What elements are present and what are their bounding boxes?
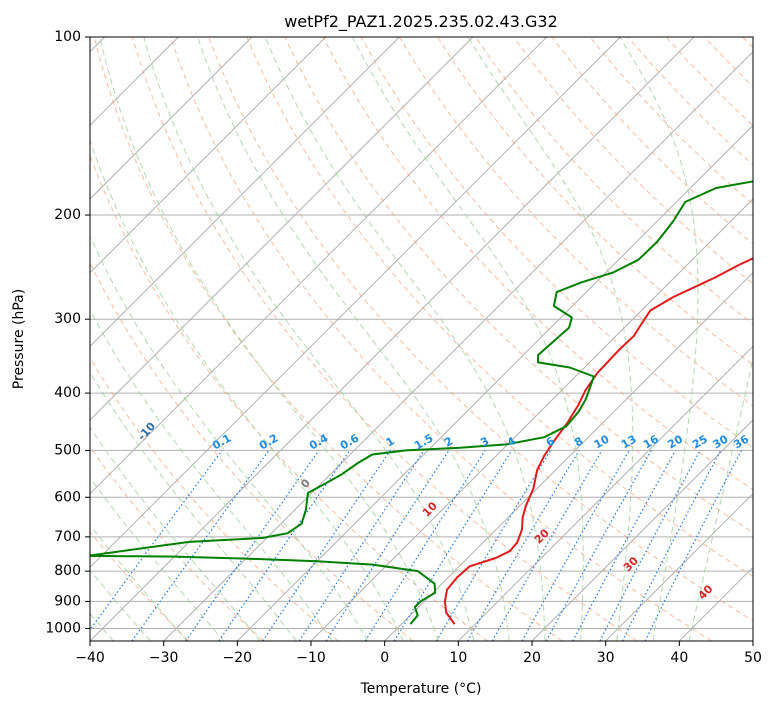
- dry-adiabat-line: [131, 37, 638, 641]
- y-axis-label: Pressure (hPa): [11, 289, 27, 389]
- x-tick-label: −20: [223, 650, 253, 666]
- isotherm-line: [236, 124, 753, 641]
- moist-adiabat-line: [688, 355, 753, 641]
- isotherm-line: [384, 271, 753, 641]
- chart-title: wetPf2_PAZ1.2025.235.02.43.G32: [284, 12, 558, 32]
- dry-adiabat-line: [90, 445, 264, 641]
- x-axis-label: Temperature (°C): [360, 681, 482, 697]
- moist-adiabat-line: [90, 234, 369, 641]
- x-tick-label: −10: [296, 650, 326, 666]
- dry-adiabat-line: [93, 37, 563, 641]
- isotherm-line: [90, 37, 400, 348]
- isotherm-line: [163, 50, 753, 641]
- profile-line: [90, 180, 753, 625]
- moist-adiabat-line: [90, 309, 333, 641]
- dry-adiabat-line: [170, 37, 712, 641]
- x-tick-label: 0: [380, 650, 389, 666]
- y-tick-label: 500: [54, 442, 81, 458]
- y-tick-label: 700: [54, 529, 81, 545]
- moist-adiabat-line: [197, 37, 510, 641]
- dry-adiabat-line: [360, 37, 753, 449]
- x-axis: −40 −30 −20 −10 0 10 20 30 40 50: [75, 641, 762, 666]
- y-tick-label: 800: [54, 563, 81, 579]
- x-tick-label: 50: [744, 650, 762, 666]
- series-layer: [90, 180, 753, 625]
- mixing-ratio-line: [218, 450, 351, 641]
- isotherm-line: [90, 37, 327, 274]
- isotherm-line: [90, 37, 695, 641]
- mixing-ratio-line: [572, 450, 677, 641]
- moist-adiabat-line: [264, 37, 546, 641]
- isotherm-line: [90, 37, 548, 495]
- mixing-ratio-line: [185, 450, 320, 641]
- dry-adiabat-line: [90, 154, 488, 641]
- moist-adiabat-line: [352, 37, 584, 641]
- dry-adiabat-line: [208, 37, 753, 622]
- y-tick-label: 900: [54, 593, 81, 609]
- dry-adiabat-line: [90, 261, 414, 641]
- y-axis: 100 200 300 400 500 600 700 800 900 1000: [45, 29, 90, 636]
- moist-adiabat-line: [90, 523, 188, 641]
- moist-adiabat-line: [90, 426, 261, 641]
- isotherm-line: [90, 37, 621, 569]
- dry-adiabat-line: [246, 37, 753, 577]
- mixing-ratio-line: [325, 450, 450, 641]
- isotherm-line: [531, 419, 753, 641]
- y-tick-label: 600: [54, 489, 81, 505]
- isotherm-line: [752, 640, 753, 641]
- x-tick-label: 40: [670, 650, 688, 666]
- dry-adiabat-line: [90, 357, 339, 641]
- mixing-ratio-line: [644, 450, 743, 641]
- moist-adiabat-line: [99, 37, 439, 641]
- moist-adiabat-line: [143, 37, 475, 641]
- x-tick-label: 20: [523, 650, 541, 666]
- x-tick-label: −30: [149, 650, 179, 666]
- isotherm-line: [90, 37, 474, 421]
- plot-frame: [89, 36, 754, 642]
- mixing-ratio-line: [131, 450, 270, 641]
- y-tick-label: 1000: [45, 620, 81, 636]
- x-tick-label: −40: [75, 650, 105, 666]
- isotherm-line: [90, 37, 253, 200]
- background-lines: [90, 37, 753, 641]
- profile-line: [443, 257, 753, 625]
- mixing-ratio-line: [90, 450, 223, 631]
- y-tick-label: 200: [54, 207, 81, 223]
- x-tick-label: 10: [449, 650, 467, 666]
- mixing-ratio-line: [393, 450, 513, 641]
- moist-adiabat-line: [90, 138, 404, 641]
- y-tick-label: 100: [54, 29, 81, 45]
- y-tick-label: 300: [54, 311, 81, 327]
- mixing-ratio-line: [262, 450, 391, 641]
- dry-adiabat-label: -30: [0, 354, 4, 378]
- dry-adiabat-line: [398, 37, 753, 407]
- x-tick-label: 30: [597, 650, 615, 666]
- mixing-ratio-line: [521, 450, 630, 641]
- mixing-ratio-line: [621, 450, 722, 641]
- dry-adiabat-line: [513, 37, 753, 285]
- moist-adiabat-line: [619, 37, 699, 641]
- y-tick-label: 400: [54, 385, 81, 401]
- isotherm-line: [605, 492, 753, 641]
- dry-adiabat-line: [90, 530, 190, 641]
- moist-adiabat-line: [90, 371, 297, 641]
- moist-adiabat-line: [90, 569, 151, 641]
- moist-adiabat-line: [90, 476, 225, 641]
- mixing-ratio-line: [545, 450, 652, 641]
- isotherm-line: [457, 345, 753, 641]
